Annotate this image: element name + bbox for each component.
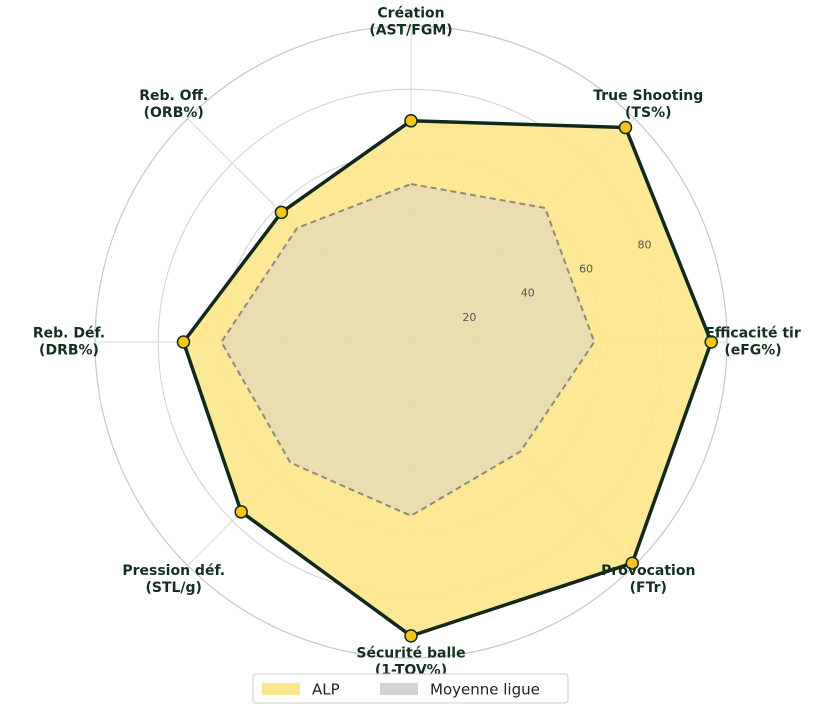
category-label: Provocation: [601, 563, 695, 579]
category-label: Reb. Off.: [139, 88, 208, 104]
marker: [618, 120, 633, 135]
legend-swatch: [262, 683, 300, 695]
series-area: [220, 183, 596, 517]
marker: [234, 505, 248, 519]
category-label: (TS%): [625, 105, 671, 121]
category-label: (eFG%): [724, 343, 781, 359]
legend-swatch: [380, 683, 418, 695]
category-label: (DRB%): [39, 343, 99, 359]
marker: [274, 205, 289, 220]
category-label: (FTr): [630, 580, 667, 596]
category-label: (STL/g): [145, 580, 202, 596]
legend-label: Moyenne ligue: [430, 681, 540, 699]
marker: [704, 335, 718, 349]
marker: [625, 556, 639, 570]
category-label: Sécurité balle: [356, 646, 465, 662]
category-label: Reb. Déf.: [33, 326, 105, 342]
category-label: (ORB%): [144, 105, 204, 121]
tick-label: 20: [462, 311, 476, 324]
category-label: Création: [377, 6, 444, 22]
marker: [404, 114, 418, 128]
tick-label: 80: [638, 238, 652, 251]
category-label: Pression déf.: [122, 563, 225, 579]
marker: [176, 335, 191, 349]
legend-label: ALP: [312, 681, 340, 699]
tick-label: 40: [521, 287, 535, 300]
marker: [404, 629, 418, 643]
tick-label: 60: [579, 262, 593, 275]
category-label: True Shooting: [593, 88, 703, 104]
category-label: (AST/FGM): [369, 23, 452, 39]
category-label: Efficacité tir: [705, 326, 801, 342]
